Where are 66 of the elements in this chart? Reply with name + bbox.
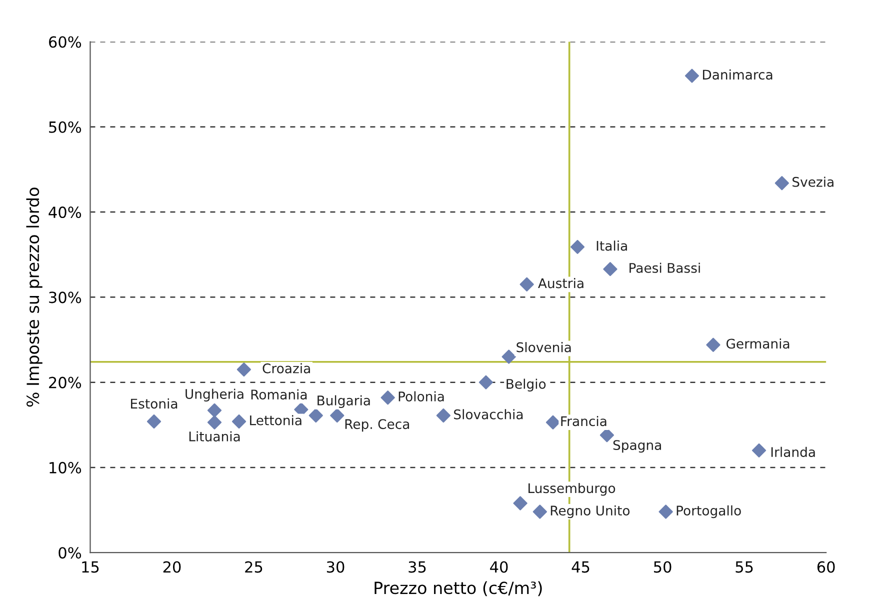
point	[236, 362, 251, 377]
annotation: Belgio	[506, 378, 546, 392]
point	[513, 496, 528, 510]
point	[546, 415, 560, 430]
annotation: Irlanda	[771, 446, 815, 458]
y-tick-label: 40%	[48, 206, 82, 218]
annotation: Slovacchia	[454, 409, 523, 420]
x-tick-label: 15	[82, 561, 99, 573]
annotation: Danimarca	[703, 69, 772, 80]
point	[380, 390, 395, 405]
annotation: Estonia	[131, 398, 178, 409]
annotation: Paesi Bassi	[630, 262, 700, 273]
point	[502, 350, 516, 364]
annotation: Lituania	[189, 431, 240, 442]
y-tick-label: 50%	[49, 121, 82, 133]
point	[774, 176, 789, 190]
point	[207, 415, 222, 430]
point	[752, 443, 766, 458]
point	[532, 504, 547, 519]
annotation: Ungheria	[186, 388, 244, 402]
x-tick-label: 40	[490, 561, 508, 573]
y-tick-label: 30%	[49, 292, 82, 304]
y-tick-label: 0%	[58, 547, 82, 559]
y-tick-label: 10%	[50, 462, 82, 474]
point	[706, 338, 720, 352]
annotation: Polonia	[398, 391, 444, 402]
point	[436, 408, 450, 423]
point	[478, 375, 494, 390]
annotation: Portogallo	[676, 505, 741, 518]
y-tick-label: 60%	[49, 36, 82, 48]
annotation: Croazia	[262, 363, 310, 374]
y-tick-label: 20%	[49, 376, 82, 388]
x-tick-label: 60	[817, 561, 835, 573]
annotation: Svezia	[792, 176, 834, 187]
point	[146, 414, 162, 429]
annotation: Lussemburgo	[528, 482, 616, 496]
annotation: Francia	[561, 416, 606, 426]
point	[520, 277, 534, 292]
annotation: Italia	[596, 240, 627, 251]
annotation: Regno Unito	[550, 505, 630, 518]
x-tick-label: 45	[572, 561, 590, 573]
point	[600, 428, 614, 442]
point	[232, 414, 246, 429]
x-axis-title: Prezzo netto (c€/m³)	[374, 581, 542, 596]
annotation: Rep. Ceca	[345, 419, 410, 432]
x-tick-label: 35	[408, 561, 426, 573]
x-tick-label: 30	[326, 561, 344, 573]
point	[570, 240, 585, 254]
x-tick-label: 25	[245, 561, 262, 573]
x-tick-label: 55	[736, 561, 753, 573]
point	[330, 408, 344, 423]
x-tick-label: 20	[163, 561, 181, 573]
annotation: Slovenia	[516, 342, 571, 352]
x-tick-label: 50	[654, 561, 672, 573]
annotation: Austria	[538, 278, 584, 288]
point	[603, 262, 618, 276]
annotation: Bulgaria	[318, 395, 370, 408]
point	[684, 68, 700, 83]
point	[658, 504, 673, 519]
point	[308, 408, 323, 423]
annotation: Romania	[251, 389, 307, 400]
annotation: Spagna	[613, 440, 661, 453]
y-axis-title: % Imposte su prezzo lordo	[26, 188, 42, 407]
annotation: Germania	[726, 338, 790, 349]
annotation: Lettonia	[250, 415, 302, 426]
point	[207, 403, 222, 418]
